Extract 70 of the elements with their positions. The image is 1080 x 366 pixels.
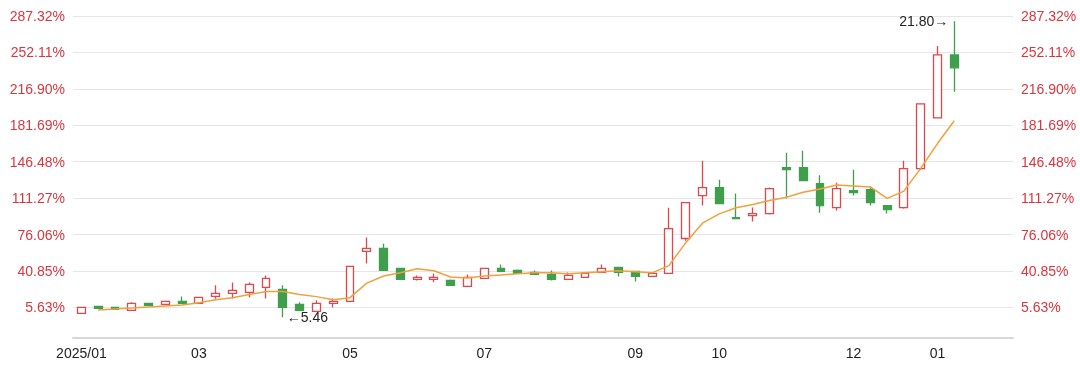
candlestick (764, 186, 775, 216)
candlestick (143, 302, 154, 306)
candlestick (445, 278, 456, 286)
candlestick (428, 272, 439, 283)
candlestick (227, 281, 238, 300)
candlestick (546, 269, 557, 282)
candlestick (93, 305, 104, 310)
candlestick (294, 301, 305, 312)
candlestick (865, 186, 876, 207)
x-tick-label: 10 (711, 345, 728, 361)
candlestick (815, 174, 825, 214)
candlestick (277, 284, 288, 318)
candlestick (697, 160, 708, 207)
x-tick-label: 01 (929, 345, 946, 361)
y2-tick-label: 287.32% (9, 8, 65, 24)
annotation: 21.80→ (899, 13, 949, 30)
x-tick-label: 07 (476, 345, 493, 361)
candlestick (680, 201, 691, 242)
candlestick (663, 207, 674, 275)
y-tick-label: 181.69% (1021, 117, 1077, 134)
candlestick (328, 297, 339, 309)
candlestick (345, 265, 355, 303)
candlestick (714, 179, 725, 205)
candlestick (311, 299, 322, 312)
candlestick (76, 306, 87, 315)
y2-tick-label: 216.90% (9, 80, 65, 97)
y-tick-label: 111.27% (1021, 190, 1075, 207)
y-tick-label: 252.11% (1021, 44, 1076, 61)
candlestick (210, 284, 221, 300)
y2-tick-label: 76.06% (17, 226, 65, 243)
y-tick-label: 287.32% (1021, 8, 1077, 24)
y2-tick-label: 181.69% (9, 117, 65, 134)
candlestick (647, 271, 658, 278)
y-tick-label: 40.85% (1021, 262, 1069, 279)
y-tick-label: 5.63% (1021, 299, 1061, 316)
candlestick (932, 45, 943, 119)
y-tick-label: 216.90% (1021, 80, 1077, 97)
candlestick (244, 281, 255, 298)
candlestick (949, 20, 960, 93)
candlestick (848, 169, 859, 197)
candlestick (412, 274, 423, 282)
y-tick-label: 76.06% (1021, 226, 1069, 243)
x-tick-label: 2025/01 (56, 345, 107, 361)
candlestick (731, 192, 741, 220)
candlestick (496, 263, 506, 273)
candlestick (177, 295, 188, 305)
candlestick (882, 204, 893, 215)
candlestick (915, 103, 926, 171)
y2-tick-label: 40.85% (17, 262, 65, 279)
candlestick (798, 150, 809, 182)
y-tick-label: 146.48% (1021, 153, 1077, 170)
candlestick (160, 300, 171, 306)
candlestick (831, 182, 842, 212)
y2-tick-label: 111.27% (11, 190, 65, 207)
candlestick (781, 152, 792, 200)
candlestick (747, 206, 758, 223)
x-tick-label: 09 (627, 345, 644, 361)
candlestick (563, 271, 574, 281)
candlestick (378, 243, 389, 272)
y2-tick-label: 146.48% (9, 153, 65, 170)
y2-tick-label: 252.11% (10, 44, 65, 61)
y2-tick-label: 5.63% (25, 299, 65, 316)
candlestick (361, 236, 372, 265)
candlestick (898, 160, 909, 210)
x-tick-label: 12 (845, 345, 862, 361)
annotation: ←5.46 (286, 309, 329, 326)
line-series (97, 120, 955, 311)
x-tick-label: 03 (191, 345, 207, 361)
x-tick-label: 05 (342, 345, 358, 361)
candlestick (261, 274, 271, 300)
